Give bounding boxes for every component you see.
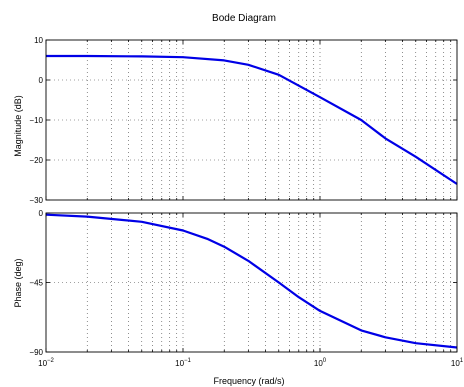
magnitude-response-line [46,54,458,185]
phase-ytick-label: 0 [39,209,44,218]
frequency-tick-label: 10−2 [38,358,54,368]
magnitude-ytick-label: −10 [29,116,43,125]
phase-response-line [45,213,458,349]
magnitude-ytick-label: −30 [29,196,43,205]
magnitude-axes: 10 0 −10 −20 −30 [29,36,458,205]
phase-axis-label: Phase (deg) [13,258,23,307]
chart-title: Bode Diagram [212,13,276,24]
frequency-axis-label: Frequency (rad/s) [213,376,284,386]
magnitude-axes-frame [45,39,458,201]
phase-ytick-label: −45 [29,279,43,288]
phase-plot-area [46,213,457,352]
magnitude-ytick-label: 10 [34,36,43,45]
frequency-tick-label: 101 [451,358,464,368]
magnitude-ytick-label: 0 [39,76,44,85]
frequency-tick-label: 100 [314,358,327,368]
magnitude-plot-area [46,40,457,200]
phase-ytick-label: −90 [29,348,43,357]
frequency-tick-label: 10−1 [175,358,191,368]
magnitude-ytick-label: −20 [29,156,43,165]
magnitude-axis-label: Magnitude (dB) [13,95,23,157]
phase-axes-frame [45,212,458,353]
